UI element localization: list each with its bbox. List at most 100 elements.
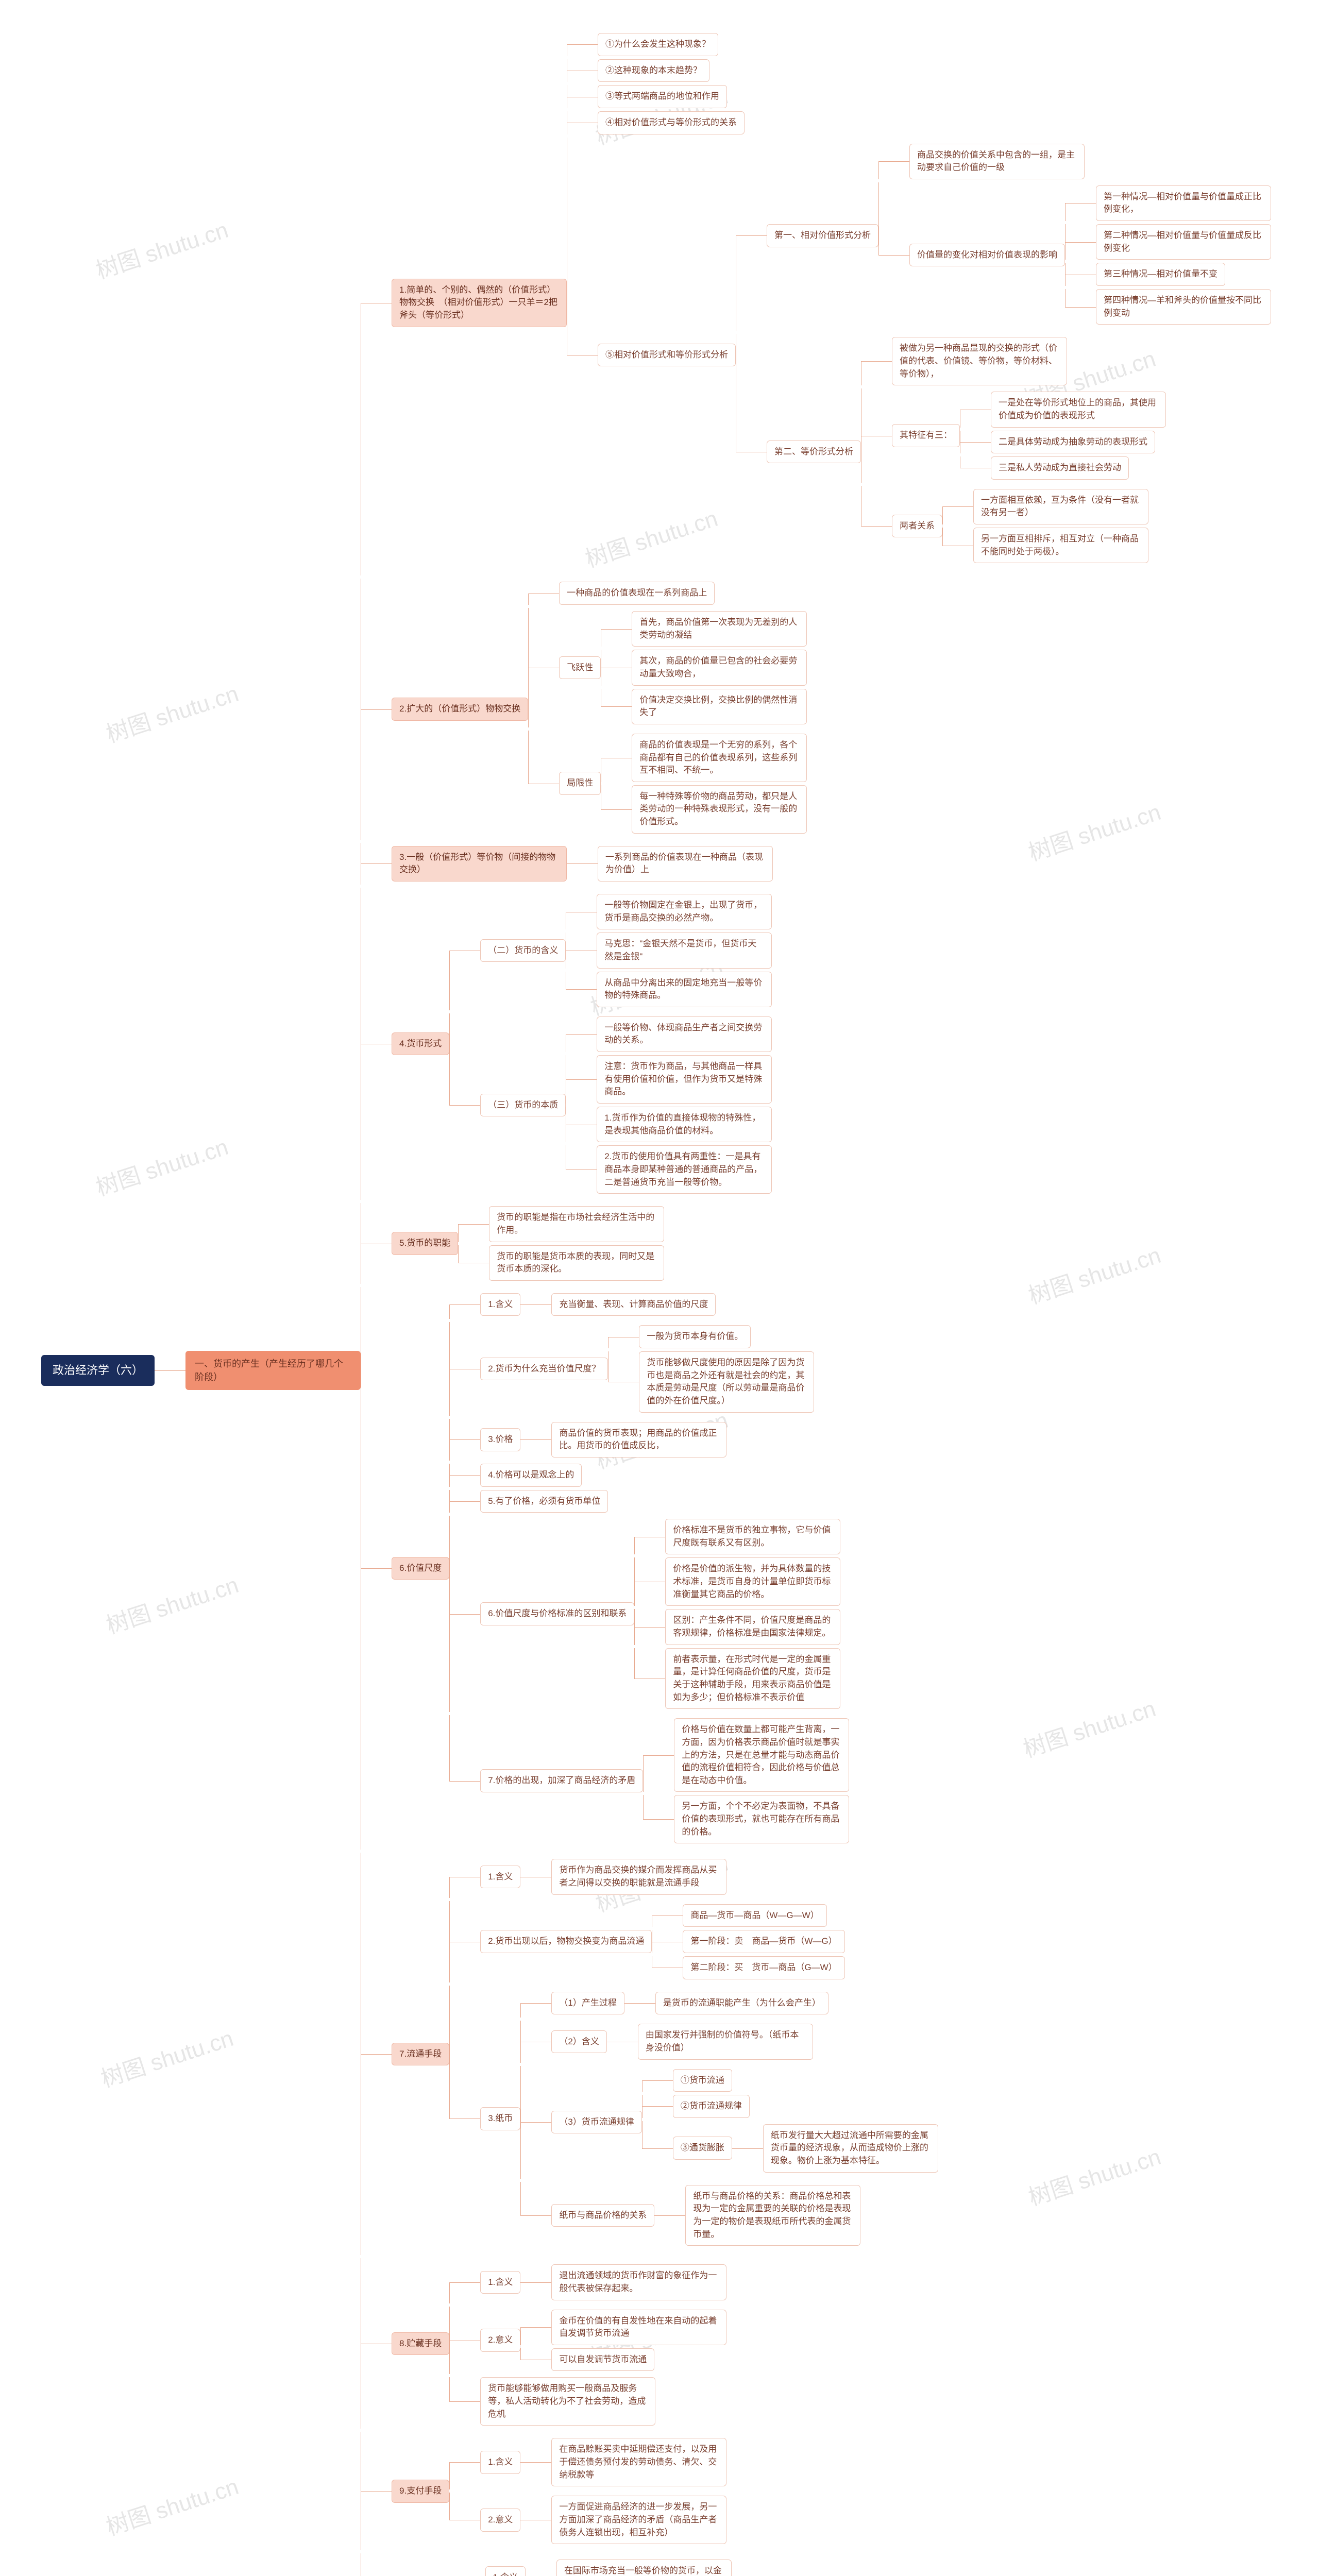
mindmap-node[interactable]: 货币作为商品交换的媒介而发挥商品从买者之间得以交换的职能就是流通手段	[551, 1859, 726, 1894]
mindmap-node[interactable]: （二）货币的含义	[480, 939, 566, 962]
mindmap-node[interactable]: 6.价值尺度	[392, 1557, 449, 1580]
mindmap-node[interactable]: 另一方面互相排斥，相互对立（一种商品不能同时处于两极）。	[973, 528, 1148, 563]
mindmap-node[interactable]: 其特征有三：	[892, 424, 960, 447]
mindmap-node[interactable]: 1.含义	[485, 2566, 526, 2576]
mindmap-node[interactable]: 7.价格的出现，加深了商品经济的矛盾	[480, 1769, 643, 1792]
mindmap-node[interactable]: 6.价值尺度与价格标准的区别和联系	[480, 1602, 634, 1625]
mindmap-node[interactable]: 由国家发行并强制的价值符号。（纸币本身没价值）	[638, 2024, 813, 2059]
mindmap-node[interactable]: （三）货币的本质	[480, 1094, 566, 1117]
mindmap-node[interactable]: 是货币的流通职能产生（为什么会产生）	[655, 1992, 828, 2015]
mindmap-node[interactable]: 2.货币为什么充当价值尺度？	[480, 1358, 608, 1381]
mindmap-node[interactable]: 5.货币的职能	[392, 1232, 458, 1255]
mindmap-node[interactable]: ③通货膨胀	[673, 2137, 732, 2160]
mindmap-node[interactable]: 一般等价物、体现商品生产者之间交换劳动的关系。	[597, 1016, 772, 1052]
mindmap-node[interactable]: （3）货币流通规律	[551, 2111, 641, 2134]
mindmap-node[interactable]: 一系列商品的价值表现在一种商品（表现为价值）上	[598, 846, 773, 882]
mindmap-node[interactable]: 一是处在等价形式地位上的商品，其使用价值成为价值的表现形式	[991, 392, 1166, 427]
mindmap-node[interactable]: 价格是价值的派生物，并为具体数量的技术标准，是货币自身的计量单位即货币标准衡量其…	[665, 1557, 840, 1606]
mindmap-node[interactable]: 可以自发调节货币流通	[551, 2348, 654, 2371]
mindmap-node[interactable]: 4.货币形式	[392, 1032, 449, 1056]
root-node[interactable]: 政治经济学（六）	[41, 1355, 155, 1386]
mindmap-node[interactable]: 一般等价物固定在金银上，出现了货币，货币是商品交换的必然产物。	[597, 894, 772, 929]
mindmap-node[interactable]: 三是私人劳动成为直接社会劳动	[991, 456, 1129, 480]
mindmap-canvas: 政治经济学（六） 一、货币的产生（产生经历了哪几个阶段） 1.简单的、个别的、偶然的…	[41, 21, 1271, 2576]
mindmap-node[interactable]: 1.含义	[480, 2271, 520, 2294]
mindmap-node[interactable]: 价格与价值在数量上都可能产生背离，一方面，因为价格表示商品价值时就是事实上的方法…	[674, 1718, 849, 1792]
mindmap-node[interactable]: ②货币流通规律	[673, 2095, 750, 2118]
mindmap-node[interactable]: 价格标准不是货币的独立事物，它与价值尺度既有联系又有区别。	[665, 1519, 840, 1554]
mindmap-node[interactable]: 第一种情况—相对价值量与价值量成正比例变化，	[1096, 185, 1271, 221]
mindmap-node[interactable]: 一种商品的价值表现在一系列商品上	[559, 582, 715, 605]
mindmap-node[interactable]: ①为什么会发生这种现象？	[598, 33, 718, 56]
mindmap-node[interactable]: 货币的职能是指在市场社会经济生活中的作用。	[489, 1206, 664, 1242]
mindmap-node[interactable]: ③等式两端商品的地位和作用	[598, 85, 727, 108]
mindmap-node[interactable]: 第二种情况—相对价值量与价值量成反比例变化	[1096, 224, 1271, 260]
mindmap-node[interactable]: 一方面相互依赖，互为条件（没有一者就没有另一者）	[973, 489, 1148, 524]
mindmap-node[interactable]: 商品—货币—商品（W—G—W）	[683, 1904, 826, 1927]
mindmap-node[interactable]: 二是具体劳动成为抽象劳动的表现形式	[991, 431, 1155, 454]
mindmap-node[interactable]: 1.含义	[480, 1866, 520, 1889]
mindmap-node[interactable]: 一方面促进商品经济的进一步发展，另一方面加深了商品经济的矛盾（商品生产者债务人连…	[551, 2496, 726, 2544]
mindmap-node[interactable]: 1.含义	[480, 1293, 520, 1316]
mindmap-node[interactable]: 价值决定交换比例，交换比例的偶然性消失了	[632, 689, 807, 724]
mindmap-node[interactable]: 3.纸币	[480, 2107, 520, 2130]
mindmap-node[interactable]: ①货币流通	[673, 2069, 732, 2092]
mindmap-node[interactable]: 商品价值的货币表现；用商品的价值成正比。用货币的价值成反比，	[551, 1422, 726, 1458]
mindmap-node[interactable]: 7.流通手段	[392, 2043, 449, 2066]
mindmap-node[interactable]: 第三种情况—相对价值量不变	[1096, 263, 1225, 286]
mindmap-node[interactable]: 1.简单的、个别的、偶然的（价值形式）物物交换 （相对价值形式）一只羊＝2把斧头…	[392, 279, 567, 327]
mindmap-node[interactable]: 首先，商品价值第一次表现为无差别的人类劳动的凝结	[632, 611, 807, 647]
mindmap-node[interactable]: 第一阶段：卖 商品—货币（W—G）	[683, 1930, 844, 1953]
mindmap-node[interactable]: 一般为货币本身有价值。	[639, 1325, 751, 1348]
mindmap-node[interactable]: 2.货币的使用价值具有两重性：一是具有商品本身即某种普通的普通商品的产品，二是普…	[597, 1145, 772, 1194]
mindmap-node[interactable]: 其次，商品的价值量已包含的社会必要劳动量大致吻合，	[632, 650, 807, 685]
mindmap-node[interactable]: 飞跃性	[559, 656, 601, 680]
mindmap-node[interactable]: 商品交换的价值关系中包含的一组，是主动要求自己价值的一级	[909, 144, 1085, 179]
mindmap-node[interactable]: 区别：产生条件不同，价值尺度是商品的客观规律，价格标准是由国家法律规定。	[665, 1609, 840, 1645]
mindmap-node[interactable]: 价值量的变化对相对价值表现的影响	[909, 244, 1065, 267]
mindmap-node[interactable]: 另一方面，个个不必定为表面物，不具备价值的表现形式，就也可能存在所有商品的价格。	[674, 1795, 849, 1843]
mindmap-node[interactable]: 3.价格	[480, 1428, 520, 1451]
mindmap-node[interactable]: ⑤相对价值形式和等价形式分析	[598, 344, 736, 367]
mindmap-node[interactable]: 在国际市场充当一般等价物的货币，以金或块款自然形式，是方面的价值形式	[556, 2560, 732, 2576]
mindmap-node[interactable]: 4.价格可以是观念上的	[480, 1464, 582, 1487]
mindmap-node[interactable]: 纸币与商品价格的关系：商品价格总和表现为一定的金属重要的关联的价格是表现为一定的…	[685, 2185, 860, 2246]
mindmap-node[interactable]: 1.货币作为价值的直接体现物的特殊性，是表现其他商品价值的材料。	[597, 1107, 772, 1142]
mindmap-node[interactable]: 2.扩大的（价值形式）物物交换	[392, 698, 528, 721]
mindmap-node[interactable]: 一、货币的产生（产生经历了哪几个阶段）	[185, 1351, 361, 1390]
mindmap-node[interactable]: （1）产生过程	[551, 1992, 624, 2015]
mindmap-node[interactable]: 8.贮藏手段	[392, 2332, 449, 2355]
mindmap-node[interactable]: 第二、等价形式分析	[767, 440, 861, 464]
mindmap-node[interactable]: 2.意义	[480, 2509, 520, 2532]
mindmap-node[interactable]: 马克思："金银天然不是货币，但货币天然是金银"	[597, 933, 772, 968]
mindmap-node[interactable]: 纸币与商品价格的关系	[551, 2204, 654, 2227]
mindmap-node[interactable]: 9.支付手段	[392, 2480, 449, 2503]
mindmap-node[interactable]: 在商品赊账买卖中延期偿还支付，以及用于偿还债务预付发的劳动债务、清欠、交纳税款等	[551, 2438, 726, 2486]
mindmap-node[interactable]: 2.货币出现以后，物物交换变为商品流通	[480, 1930, 652, 1953]
mindmap-node[interactable]: 退出流通领域的货币作财富的象征作为一般代表被保存起来。	[551, 2264, 726, 2300]
mindmap-node[interactable]: 每一种特殊等价物的商品劳动，都只是人类劳动的一种特殊表现形式，没有一般的价值形式…	[632, 785, 807, 834]
mindmap-node[interactable]: ④相对价值形式与等价形式的关系	[598, 111, 745, 134]
mindmap-node[interactable]: 货币能够做尺度使用的原因是除了因为货币也是商品之外还有就是社会的约定，其本质是劳…	[639, 1351, 814, 1413]
mindmap-node[interactable]: 前者表示量，在形式时代是一定的金属重量，是计算任何商品价值的尺度，货币是关于这种…	[665, 1648, 840, 1709]
mindmap-node[interactable]: 货币能够能够做用购买一般商品及服务等，私人活动转化为不了社会劳动，造成危机	[480, 2377, 655, 2426]
mindmap-node[interactable]: 局限性	[559, 772, 601, 795]
mindmap-node[interactable]: 第四种情况—羊和斧头的价值量按不同比例变动	[1096, 289, 1271, 325]
mindmap-node[interactable]: 2.意义	[480, 2329, 520, 2352]
mindmap-node[interactable]: 纸币发行量大大超过流通中所需要的金属货币量的经济现象，从而造成物价上涨的现象。物…	[763, 2124, 938, 2173]
mindmap-node[interactable]: 被做为另一种商品显现的交换的形式（价值的代表、价值镜、等价物，等价材料、等价物）…	[892, 337, 1067, 385]
mindmap-node[interactable]: ②这种现象的本末趋势？	[598, 59, 709, 82]
mindmap-node[interactable]: 从商品中分离出来的固定地充当一般等价物的特殊商品。	[597, 972, 772, 1007]
mindmap-node[interactable]: 两者关系	[892, 515, 942, 538]
mindmap-node[interactable]: 商品的价值表现是一个无穷的系列，各个商品都有自己的价值表现系列，这些系列互不相同…	[632, 734, 807, 782]
mindmap-node[interactable]: 5.有了价格，必须有货币单位	[480, 1490, 608, 1513]
mindmap-node[interactable]: 注意：货币作为商品，与其他商品一样具有使用价值和价值，但作为货币又是特殊商品。	[597, 1055, 772, 1104]
mindmap-node[interactable]: 充当衡量、表现、计算商品价值的尺度	[551, 1293, 716, 1316]
mindmap-node[interactable]: 货币的职能是货币本质的表现，同时又是货币本质的深化。	[489, 1245, 664, 1281]
mindmap-node[interactable]: 第一、相对价值形式分析	[767, 224, 878, 247]
mindmap-node[interactable]: 第二阶段：买 货币—商品（G—W）	[683, 1956, 844, 1979]
mindmap-node[interactable]: 金币在价值的有自发性地在来自动的起着自发调节货币流通	[551, 2310, 726, 2345]
mindmap-node[interactable]: （2）含义	[551, 2030, 606, 2054]
mindmap-node[interactable]: 1.含义	[480, 2451, 520, 2474]
mindmap-node[interactable]: 3.一般（价值形式）等价物（间接的物物交换）	[392, 846, 567, 882]
